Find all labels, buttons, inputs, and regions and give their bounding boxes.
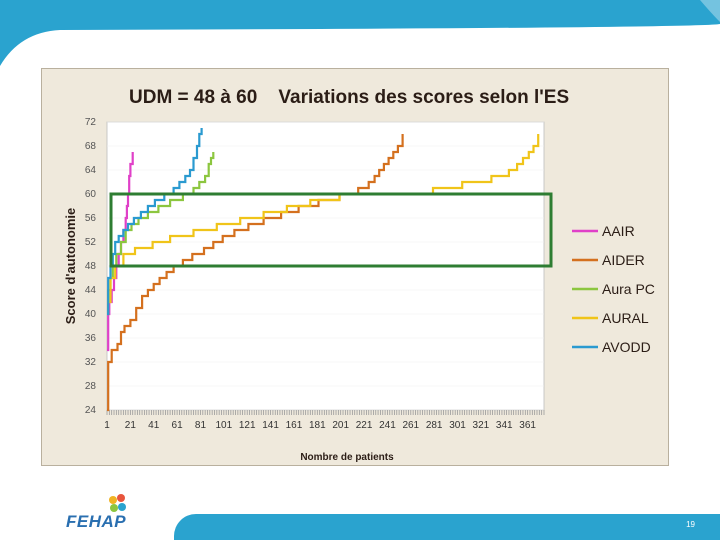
chart: UDM = 48 à 60 Variations des scores selo… xyxy=(63,87,655,463)
logo-text: FEHAP xyxy=(66,512,127,531)
y-tick-label: 28 xyxy=(85,381,97,392)
x-tick-label: 21 xyxy=(125,420,137,431)
y-tick-label: 64 xyxy=(85,165,97,176)
y-tick-label: 44 xyxy=(85,285,97,296)
top-decorative-band xyxy=(0,0,720,66)
x-tick-label: 81 xyxy=(195,420,207,431)
highlight-box xyxy=(109,192,553,268)
x-tick-label: 281 xyxy=(426,420,443,431)
flower-icon xyxy=(109,494,126,512)
y-axis-label: Score d'autonomie xyxy=(63,208,78,325)
y-tick-label: 40 xyxy=(85,309,97,320)
y-tick-label: 72 xyxy=(85,117,97,128)
x-tick-label: 161 xyxy=(286,420,303,431)
fehap-logo: FEHAP xyxy=(64,494,144,534)
chart-title: UDM = 48 à 60 Variations des scores selo… xyxy=(129,87,569,108)
x-tick-label: 261 xyxy=(402,420,419,431)
chart-frame: UDM = 48 à 60 Variations des scores selo… xyxy=(41,68,669,466)
y-tick-label: 60 xyxy=(85,189,97,200)
x-tick-label: 341 xyxy=(496,420,513,431)
x-tick-label: 181 xyxy=(309,420,326,431)
x-tick-label: 321 xyxy=(473,420,490,431)
x-tick-label: 241 xyxy=(379,420,396,431)
page-number: 19 xyxy=(686,520,695,529)
y-tick-label: 56 xyxy=(85,213,97,224)
x-tick-label: 301 xyxy=(449,420,466,431)
series-line-aider xyxy=(107,134,404,412)
x-tick-label: 1 xyxy=(104,420,110,431)
y-tick-label: 32 xyxy=(85,357,97,368)
x-tick-label: 101 xyxy=(216,420,233,431)
series-line-avodd xyxy=(107,128,203,316)
x-tick-label: 221 xyxy=(356,420,373,431)
y-tick-label: 48 xyxy=(85,261,97,272)
x-tick-label: 61 xyxy=(172,420,184,431)
y-tick-label: 68 xyxy=(85,141,97,152)
y-tick-label: 52 xyxy=(85,237,97,248)
x-tick-label: 141 xyxy=(262,420,279,431)
x-tick-label: 41 xyxy=(148,420,160,431)
legend-label: Aura PC xyxy=(602,281,655,297)
legend-label: AIDER xyxy=(602,252,645,268)
x-tick-label: 201 xyxy=(332,420,349,431)
legend-label: AVODD xyxy=(602,339,651,355)
bottom-bar: 19 xyxy=(174,514,720,540)
x-axis-label: Nombre de patients xyxy=(300,452,394,463)
legend-label: AURAL xyxy=(602,310,649,326)
x-tick-label: 121 xyxy=(239,420,256,431)
series-line-aural xyxy=(107,134,540,304)
legend-label: AAIR xyxy=(602,223,635,239)
x-tick-label: 361 xyxy=(519,420,536,431)
y-tick-label: 36 xyxy=(85,333,97,344)
y-tick-label: 24 xyxy=(85,405,97,416)
